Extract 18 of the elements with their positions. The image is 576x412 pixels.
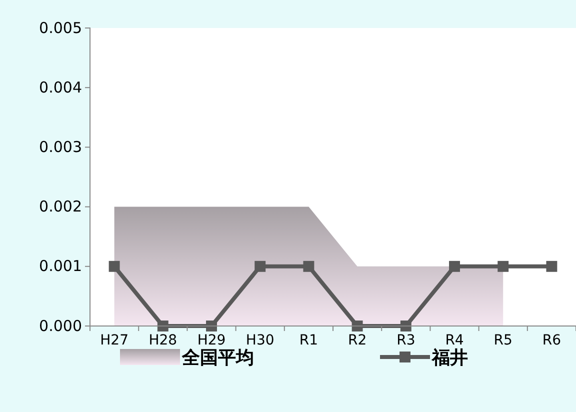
x-tick-label: R2 [348, 332, 367, 348]
x-tick-label: H27 [100, 332, 128, 348]
x-tick-label: R4 [445, 332, 464, 348]
y-tick-label: 0.002 [39, 198, 82, 216]
y-tick-label: 0.001 [39, 257, 82, 276]
x-tick-label: R6 [542, 332, 562, 348]
y-tick-label: 0.003 [39, 138, 82, 156]
y-tick-label: 0.000 [39, 316, 82, 335]
x-tick-label: H28 [148, 332, 178, 348]
x-tick-label: H29 [197, 332, 226, 348]
x-tick-label: R1 [299, 332, 318, 348]
legend-label: 福井 [431, 347, 468, 368]
legend-label: 全国平均 [181, 347, 254, 368]
x-tick-label: R3 [396, 332, 416, 348]
y-tick-label: 0.004 [39, 78, 82, 96]
x-tick-label: H30 [246, 332, 274, 348]
x-tick-label: R5 [494, 332, 512, 348]
y-tick-label: 0.005 [39, 18, 82, 37]
